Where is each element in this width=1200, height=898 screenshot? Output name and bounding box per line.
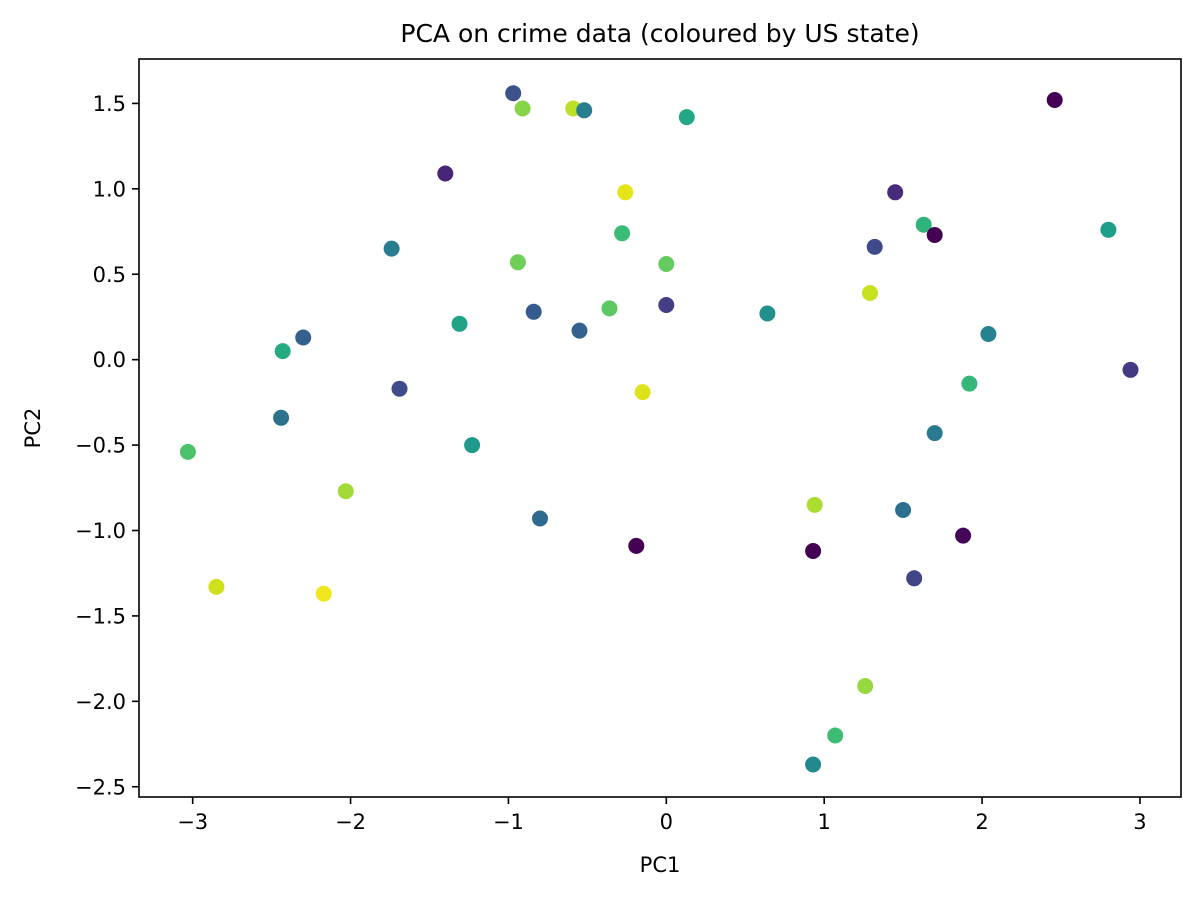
- y-tick-label: −1.5: [75, 604, 126, 628]
- data-point: [315, 585, 332, 602]
- data-point: [634, 384, 651, 401]
- data-point: [614, 225, 631, 242]
- data-point: [505, 85, 522, 102]
- data-point: [862, 285, 878, 301]
- data-point: [601, 300, 618, 317]
- data-point: [383, 240, 400, 257]
- data-point: [955, 527, 972, 544]
- x-axis: −3 −2 −1 0 1 2 3: [177, 797, 1147, 834]
- data-point: [514, 100, 531, 117]
- data-point: [980, 326, 997, 342]
- y-tick-label: 0.5: [93, 263, 126, 287]
- data-point: [866, 238, 883, 255]
- data-point: [1046, 92, 1063, 108]
- data-point: [179, 443, 196, 460]
- data-point: [915, 216, 932, 233]
- data-point: [571, 322, 588, 339]
- data-point: [208, 578, 225, 595]
- plot-frame: [138, 58, 1182, 798]
- x-tick-label: 3: [1133, 810, 1146, 834]
- x-tick-label: −1: [493, 810, 524, 834]
- data-point: [532, 510, 548, 527]
- data-point: [678, 109, 695, 126]
- data-point: [617, 184, 634, 201]
- data-point: [857, 678, 874, 694]
- y-tick-label: 1.5: [93, 92, 126, 116]
- data-point: [337, 483, 354, 500]
- y-tick-label: −1.0: [75, 519, 126, 543]
- x-axis-label: PC1: [640, 853, 681, 877]
- data-point: [1122, 361, 1139, 378]
- data-point: [628, 537, 645, 554]
- data-point: [437, 165, 454, 182]
- data-point: [464, 437, 481, 454]
- y-tick-label: 0.0: [93, 348, 126, 372]
- data-point: [1100, 221, 1117, 238]
- data-point: [658, 297, 675, 313]
- x-tick-label: −2: [335, 810, 366, 834]
- y-tick-label: −0.5: [75, 434, 126, 458]
- chart-title: PCA on crime data (coloured by US state): [400, 19, 919, 48]
- y-tick-label: −2.5: [75, 775, 126, 799]
- data-point: [273, 409, 290, 426]
- data-point: [274, 343, 291, 360]
- x-tick-label: −3: [177, 810, 208, 834]
- data-point: [658, 256, 675, 272]
- y-axis-label: PC2: [21, 408, 45, 449]
- data-point: [525, 303, 542, 320]
- data-point: [961, 375, 978, 392]
- data-point: [391, 380, 408, 397]
- data-point: [509, 254, 526, 271]
- y-axis: 1.5 1.0 0.5 0.0 −0.5 −1.0 −1.5 −2.0 −2.5: [75, 92, 139, 799]
- y-tick-label: 1.0: [93, 177, 126, 201]
- data-point: [926, 227, 943, 243]
- data-point: [295, 329, 312, 346]
- data-point: [805, 543, 822, 559]
- data-point: [926, 425, 943, 442]
- data-point: [759, 305, 776, 322]
- x-tick-label: 2: [975, 810, 988, 834]
- data-point: [805, 756, 822, 773]
- y-tick-label: −2.0: [75, 690, 126, 714]
- x-tick-label: 0: [660, 810, 673, 834]
- data-point: [895, 502, 912, 518]
- data-point: [576, 102, 593, 119]
- data-point: [806, 496, 823, 513]
- data-point: [906, 570, 923, 587]
- x-tick-label: 1: [818, 810, 831, 834]
- points-layer: [179, 85, 1139, 773]
- data-point: [887, 184, 904, 201]
- data-point: [451, 315, 468, 332]
- data-point: [827, 727, 844, 744]
